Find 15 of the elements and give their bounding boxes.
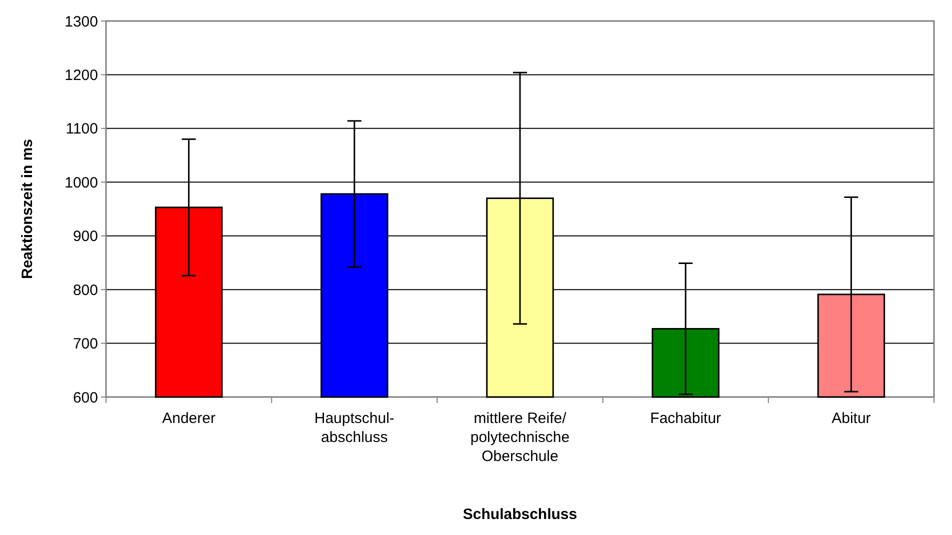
- x-tick-label: Anderer: [162, 410, 216, 427]
- y-tick-label: 1000: [64, 174, 98, 192]
- y-tick-label: 1300: [64, 13, 98, 30]
- y-tick-label: 800: [72, 282, 98, 299]
- x-tick-label: mittlere Reife/ polytechnische Oberschule: [470, 410, 570, 465]
- y-tick-label: 900: [72, 228, 98, 246]
- x-tick-label: Fachabitur: [650, 410, 722, 427]
- y-axis-title: Reaktionszeit in ms: [19, 138, 36, 280]
- y-tick-label: 1200: [64, 66, 98, 84]
- x-axis-title: Schulabschluss: [462, 506, 578, 523]
- y-tick-label: 700: [72, 336, 98, 353]
- x-tick-label: Hauptschul- abschluss: [314, 410, 394, 446]
- x-tick-label: Abitur: [832, 410, 871, 427]
- y-tick-label: 1100: [66, 120, 98, 138]
- y-tick-label: 600: [72, 389, 98, 406]
